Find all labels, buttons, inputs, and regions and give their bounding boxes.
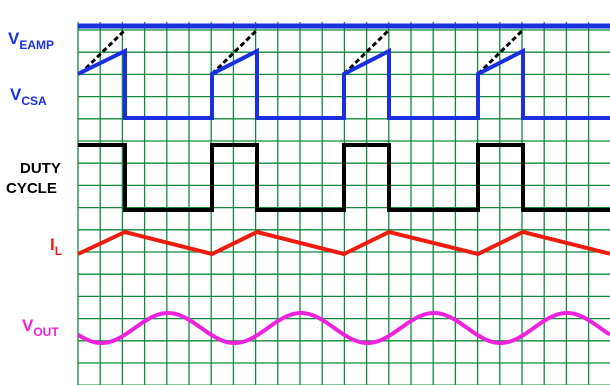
label-il-main: I bbox=[50, 235, 55, 254]
output-voltage-waveform bbox=[76, 310, 610, 346]
label-vcsa-sub: CSA bbox=[21, 94, 47, 108]
label-duty: DUTY bbox=[20, 160, 61, 177]
label-veamp-sub: EAMP bbox=[19, 38, 54, 52]
label-vout-sub: OUT bbox=[33, 325, 59, 339]
label-il-sub: L bbox=[55, 244, 62, 258]
duty-cycle-waveform bbox=[78, 143, 610, 212]
inductor-current-waveform bbox=[77, 229, 610, 257]
label-il: IL bbox=[50, 235, 62, 258]
label-veamp: VEAMP bbox=[8, 29, 54, 52]
label-vout: VOUT bbox=[22, 316, 59, 339]
label-veamp-main: V bbox=[8, 29, 20, 48]
label-vcsa: VCSA bbox=[10, 85, 47, 108]
label-vout-main: V bbox=[22, 316, 34, 335]
vcsa-waveform bbox=[77, 47, 610, 120]
label-vcsa-main: V bbox=[10, 85, 22, 104]
signal-labels: VEAMP VCSA DUTY CYCLE IL VOUT bbox=[6, 29, 62, 339]
label-cycle: CYCLE bbox=[6, 180, 57, 197]
